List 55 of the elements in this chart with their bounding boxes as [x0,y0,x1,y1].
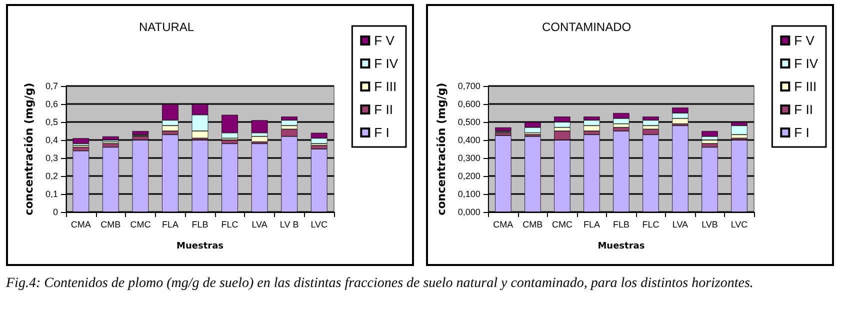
legend-label: F II [374,102,393,117]
legend-label: F V [794,33,815,48]
x-tick-label: FLB [612,220,630,230]
y-tick-label: 0,1 [45,189,58,199]
y-tick-label: 0,600 [458,99,480,109]
legend-label: F III [794,79,817,94]
x-tick-label: FLA [583,220,600,230]
x-tick-label: LVA [672,220,688,230]
y-tick-label: 0,3 [45,153,58,163]
y-tick-label: 0,000 [458,207,480,217]
x-tick-label: CMB [522,220,543,230]
chart-title: CONTAMINADO [542,20,632,34]
legend-label: F IV [374,56,398,71]
x-tick-label: LVA [252,220,268,230]
x-tick-label: LVB [702,220,718,230]
y-tick-label: 0,4 [45,135,58,145]
y-tick-label: 0,2 [45,171,58,181]
legend-label: F I [794,125,810,140]
x-tick-label: LVC [730,220,748,230]
x-tick-label: LV B [280,220,299,230]
x-tick-label: CMC [552,220,573,230]
x-axis-title: Muestras [176,242,224,252]
y-tick-label: 0,200 [458,171,480,181]
x-tick-label: CMA [70,220,91,230]
chart-title: NATURAL [138,20,194,34]
x-tick-label: CMC [130,220,152,230]
y-tick-label: 0,100 [458,189,480,199]
x-tick-label: CMB [100,220,121,230]
x-tick-label: FLC [221,220,239,230]
y-tick-label: 0,7 [45,81,58,91]
y-tick-label: 0,700 [458,81,480,91]
x-tick-label: FLB [192,220,208,230]
bar [731,126,748,135]
x-tick-label: FLA [162,220,178,230]
caption: Fig.4: Contenidos de plomo (mg/g de suelo) en las distintas fracciones de suelo natural y contaminado, para los distintos horizontes. [6,276,754,292]
x-tick-label: FLC [642,220,660,230]
bar [702,131,718,136]
y-tick-label: 0,400 [458,135,480,145]
y-axis-title: concentración (mg/g) [435,82,448,216]
legend-label: F I [374,125,390,140]
x-axis-title: Muestras [598,242,645,252]
y-tick-label: 0,500 [458,117,480,127]
legend-label: F V [374,33,395,48]
bar [495,127,512,131]
x-tick-label: LVC [310,220,328,230]
y-tick-label: 0,300 [458,153,480,163]
y-axis-title: concentración (mg/g) [22,82,36,216]
y-tick-label: 0 [52,207,58,217]
y-tick-label: 0,5 [45,117,58,127]
legend-label: F II [794,102,813,117]
x-tick-label: CMA [493,220,514,230]
bar [132,131,149,135]
legend-label: F IV [794,56,818,71]
legend-label: F III [374,79,397,94]
y-tick-label: 0,6 [45,99,58,109]
